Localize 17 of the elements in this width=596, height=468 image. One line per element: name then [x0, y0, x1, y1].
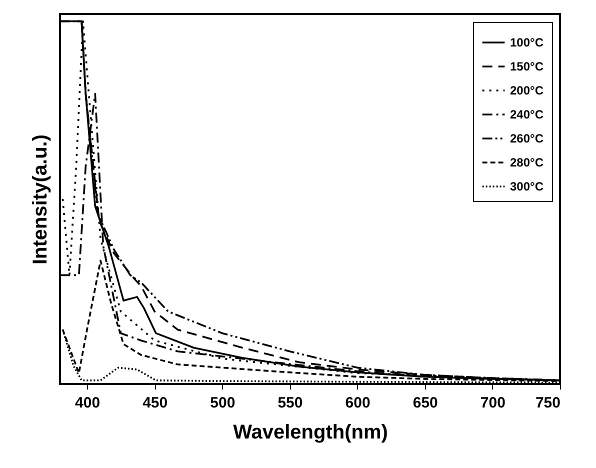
y-axis-title: Intensity(a.u.)	[30, 134, 52, 265]
x-tick-label: 400	[75, 394, 100, 412]
x-tick-label: 650	[412, 394, 438, 412]
x-tick-label: 450	[142, 394, 168, 412]
x-axis-title: Wavelength(nm)	[233, 422, 388, 444]
legend-label: 150°C	[510, 60, 544, 74]
legend-label: 280°C	[510, 156, 544, 170]
legend-label: 260°C	[510, 132, 544, 146]
x-tick-label: 750	[535, 394, 560, 412]
legend-label: 300°C	[510, 180, 544, 194]
x-tick-label: 700	[480, 394, 506, 412]
x-tick-label: 600	[345, 394, 370, 412]
legend-label: 240°C	[510, 108, 544, 122]
legend-label: 200°C	[510, 84, 544, 98]
x-tick-label: 550	[278, 394, 303, 412]
x-tick-label: 500	[210, 394, 236, 412]
legend-label: 100°C	[510, 36, 544, 50]
